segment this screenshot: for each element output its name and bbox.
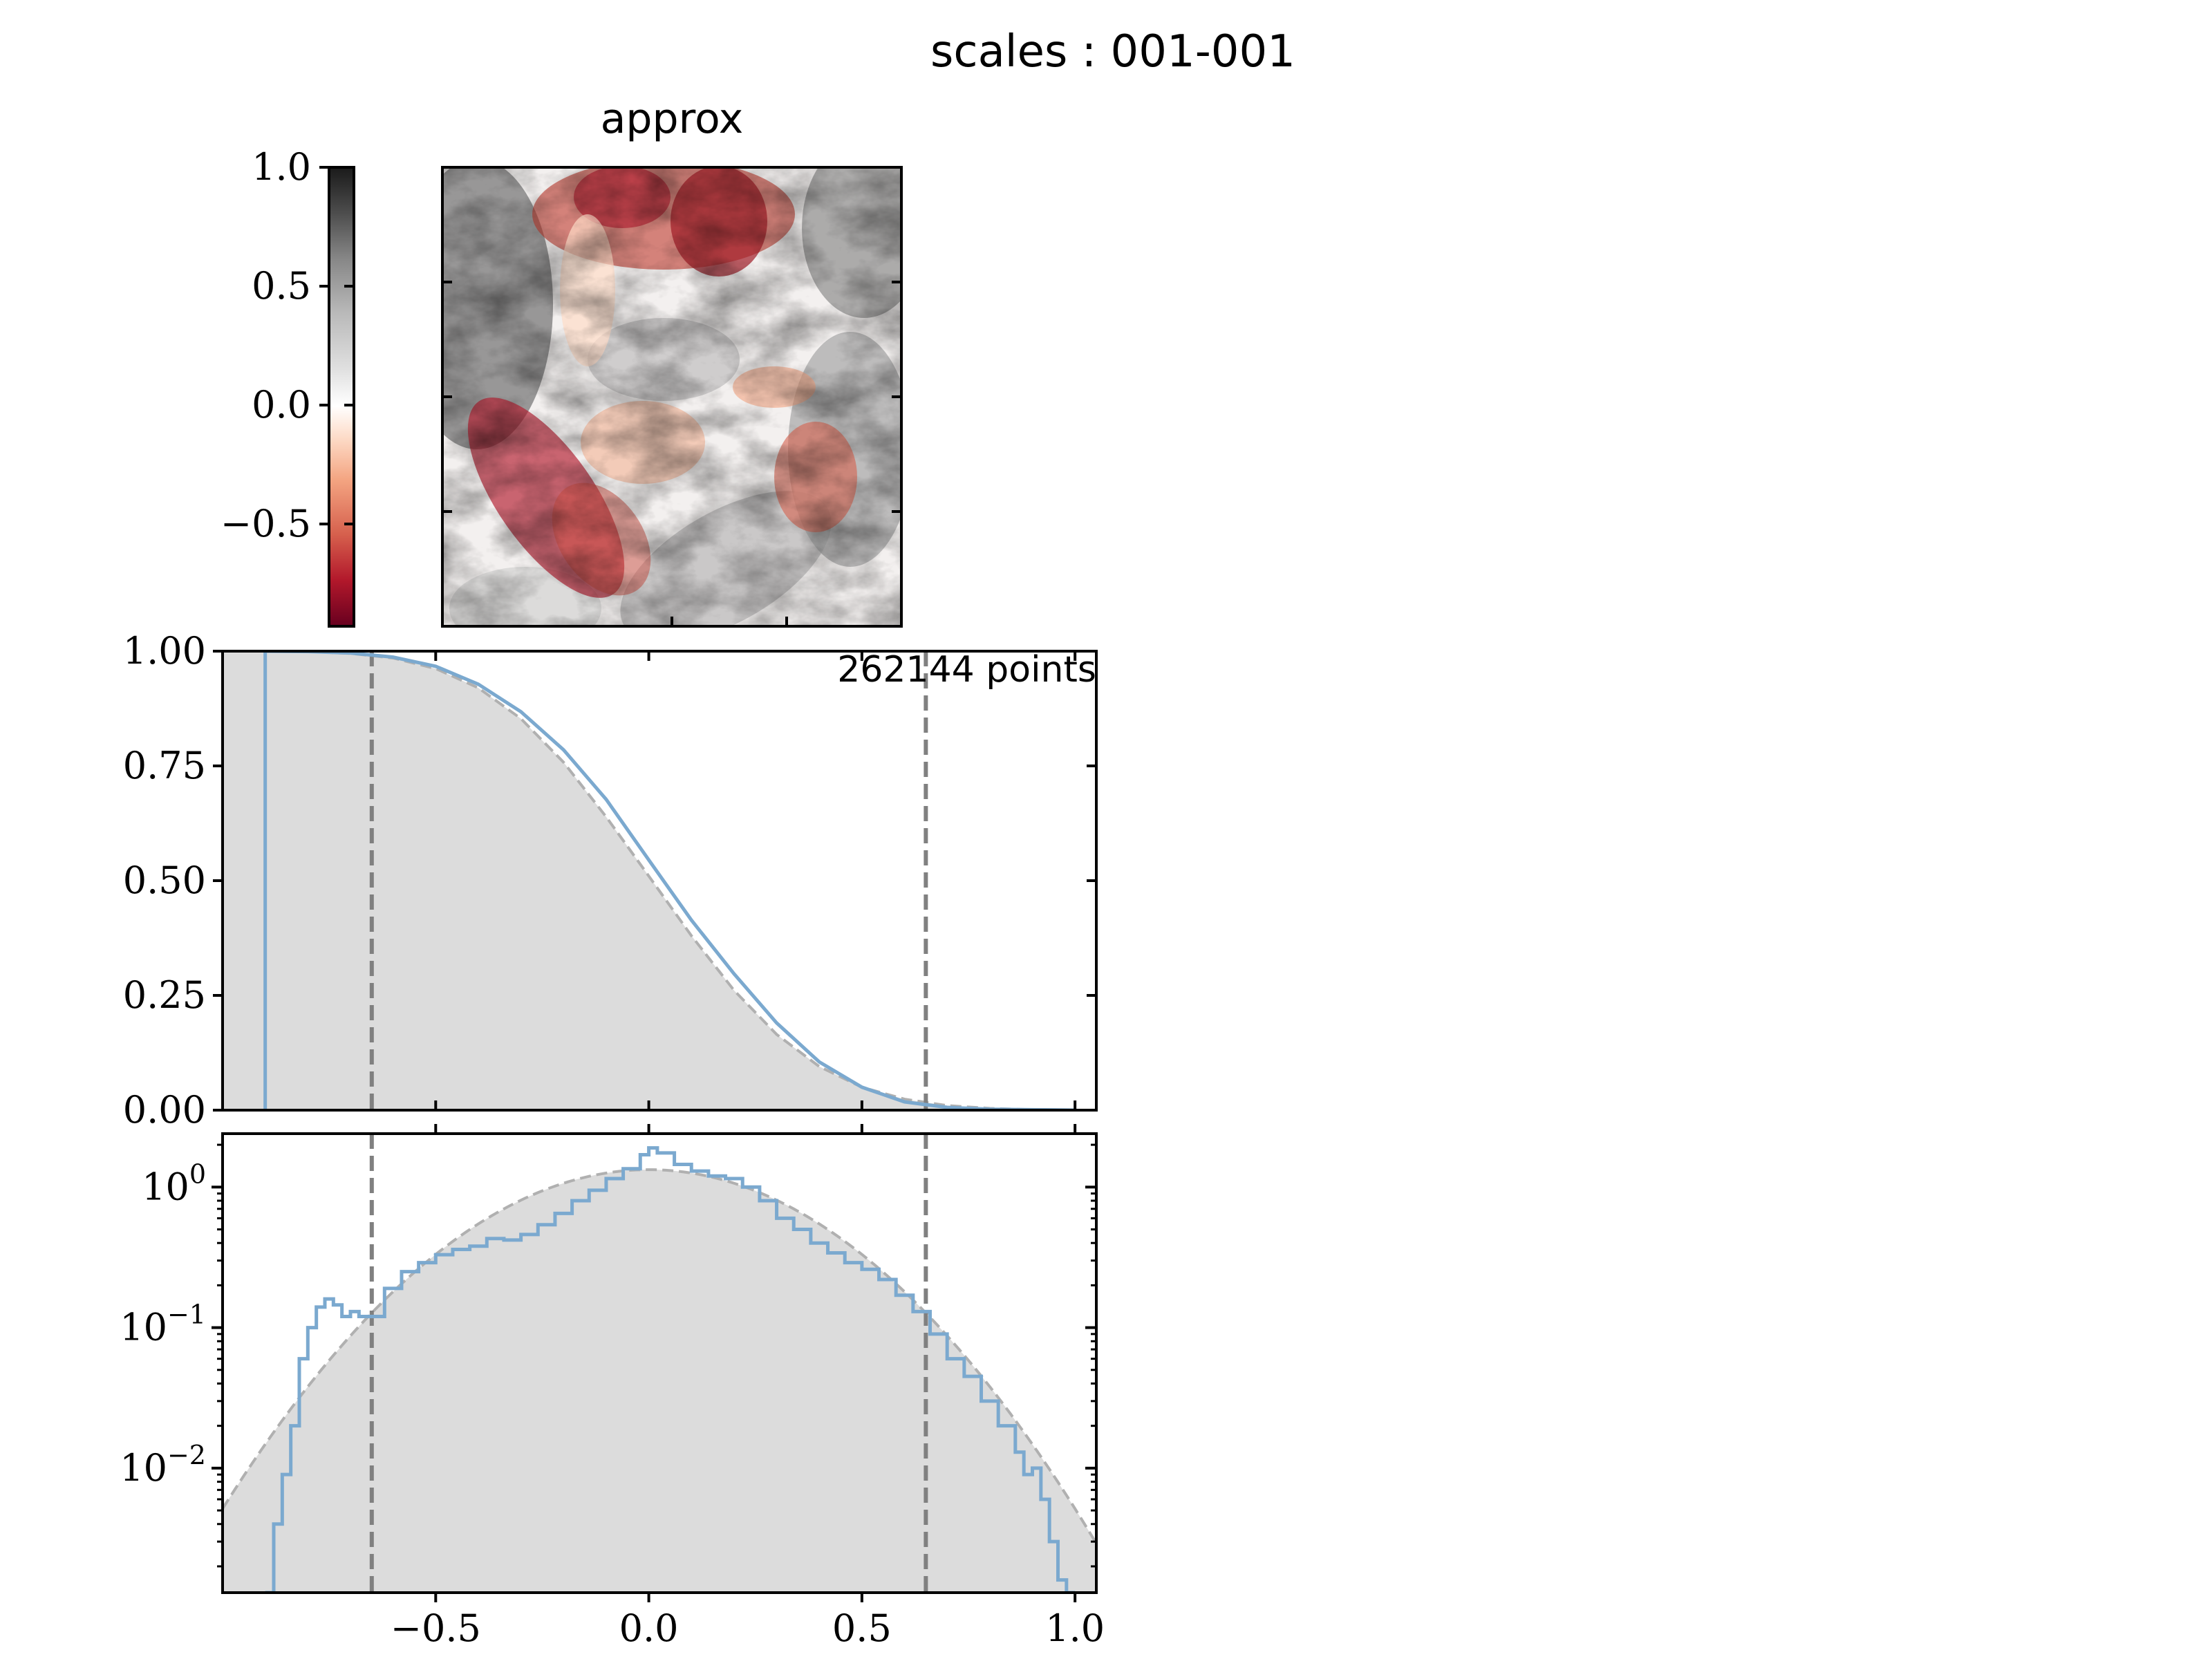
pdf-series-line <box>265 1146 1076 1593</box>
colorbar-tick-label: 1.0 <box>252 145 311 189</box>
image-ticks <box>442 281 901 626</box>
cdf-series-line <box>265 651 1076 1110</box>
pdf-xtick-label: 0.5 <box>832 1606 892 1650</box>
cdf-ytick-label: 0.25 <box>123 973 206 1017</box>
image-panel-title: approx <box>601 95 744 143</box>
cdf-ytick-label: 0.00 <box>123 1088 206 1132</box>
cdf-gaussian-fill <box>223 651 1096 1110</box>
pdf-gaussian-fill <box>223 1170 1096 1593</box>
colorbar-tick-label: 0.5 <box>252 264 311 308</box>
colorbar-gradient <box>328 166 355 628</box>
cdf-plot-area <box>223 651 1096 1110</box>
pdf-xtick-label: 0.0 <box>619 1606 679 1650</box>
pdf-plot-area <box>223 1134 1096 1593</box>
pdf-panel: 100 10−1 10−2 −0.5 0.0 0.5 1.0 <box>120 1124 1105 1650</box>
pdf-ytick-label: 10−2 <box>120 1440 206 1490</box>
pdf-frame <box>221 1132 1098 1594</box>
pdf-xtick-label: 1.0 <box>1045 1606 1105 1650</box>
cdf-ytick-label: 0.50 <box>123 859 206 902</box>
cdf-ytick-label: 1.00 <box>123 629 206 673</box>
figure-title: scales : 001-001 <box>930 26 1295 77</box>
cdf-ytick-label: 0.75 <box>123 744 206 787</box>
colorbar: 1.0 0.5 0.0 −0.5 <box>221 145 355 628</box>
cdf-panel: 1.00 0.75 0.50 0.25 0.00 262144 points <box>123 629 1098 1132</box>
pdf-ytick-label: 10−1 <box>120 1300 206 1349</box>
pdf-xtick-label: −0.5 <box>391 1606 481 1650</box>
cdf-annotation: 262144 points <box>837 649 1096 691</box>
colorbar-tick-label: 0.0 <box>252 383 311 427</box>
pdf-ticks: 100 10−1 10−2 −0.5 0.0 0.5 1.0 <box>120 1124 1105 1650</box>
colorbar-ticks: 1.0 0.5 0.0 −0.5 <box>221 145 354 545</box>
field-image <box>442 167 901 626</box>
pdf-ytick-label: 100 <box>142 1159 206 1208</box>
colorbar-tick-label: −0.5 <box>221 502 311 545</box>
image-panel: approx <box>441 95 903 628</box>
cdf-ticks: 1.00 0.75 0.50 0.25 0.00 <box>123 629 1096 1132</box>
